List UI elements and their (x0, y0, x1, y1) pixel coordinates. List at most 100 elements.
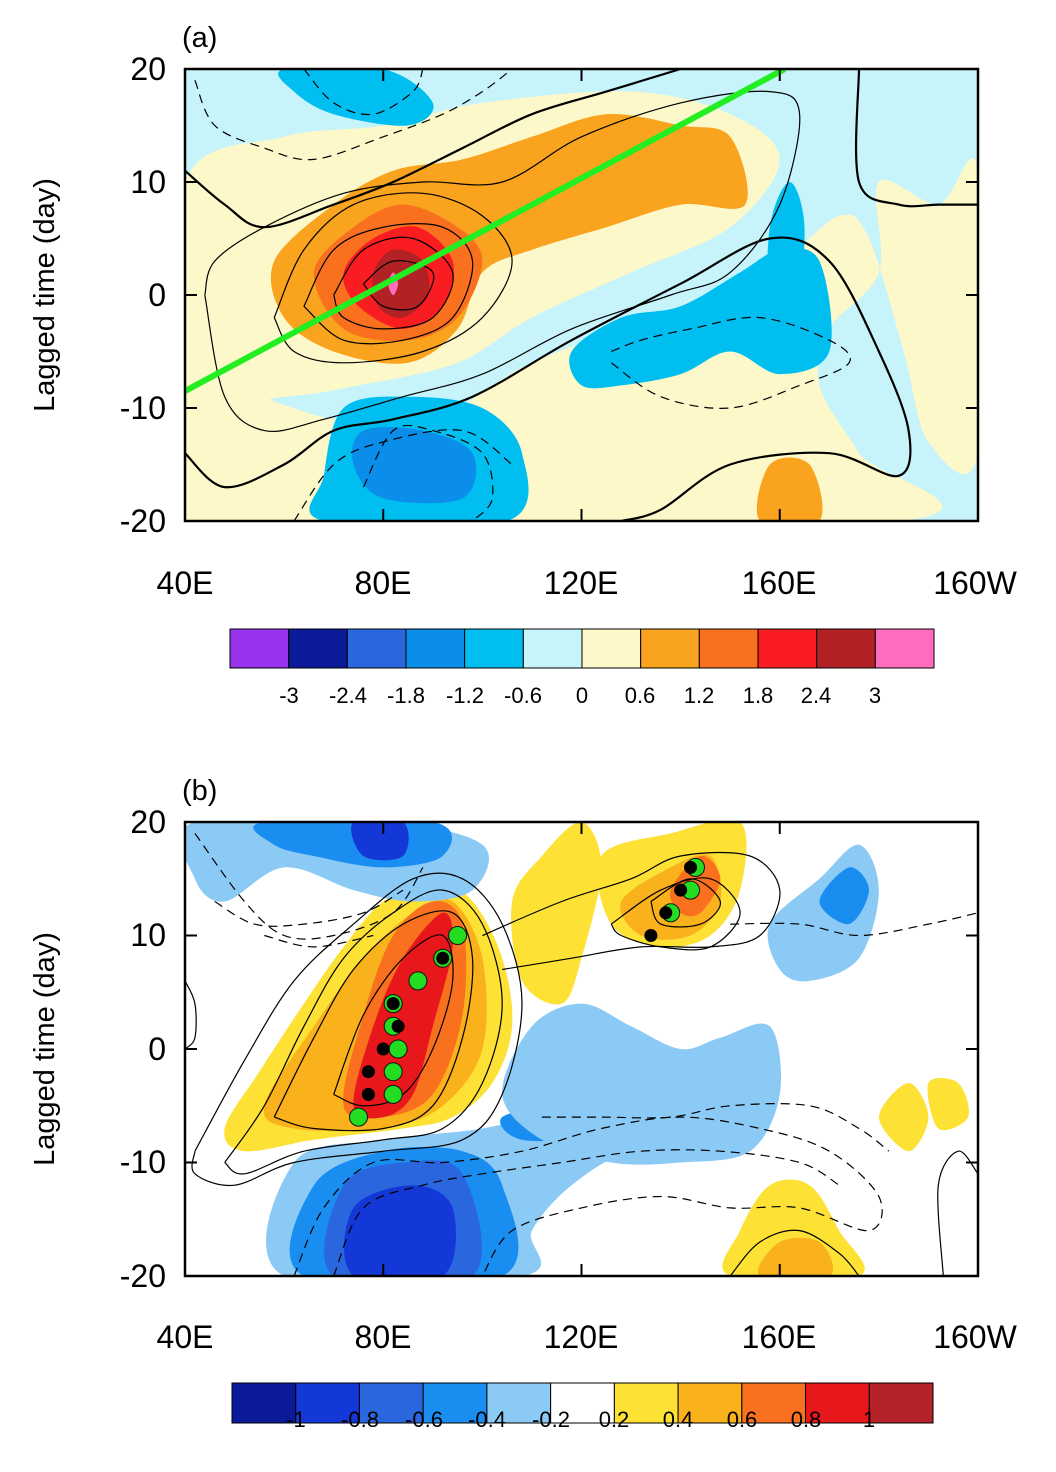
contour-line (729, 1229, 860, 1276)
contour-line (303, 223, 474, 345)
colorbar-swatch (868, 1382, 934, 1424)
colorbar-swatch (757, 628, 818, 669)
contour-line (194, 69, 513, 161)
shaded-region (927, 1078, 969, 1131)
green-marker (348, 1107, 368, 1127)
colorbar-label: -2.4 (329, 683, 367, 708)
colorbar-swatch (405, 628, 466, 669)
contour-line (610, 316, 851, 409)
colorbar-labels-b: -1 -0.8 -0.6 -0.4 -0.2 0.2 0.4 0.6 0.8 1 (286, 1407, 875, 1432)
colorbar-swatch (288, 628, 348, 669)
x-tick-label: 120E (544, 1319, 619, 1355)
y-tick-label: 0 (148, 277, 166, 313)
y-tick-label: 20 (130, 804, 166, 840)
contour-line (303, 69, 424, 116)
colorbar-label: -1.2 (446, 683, 484, 708)
colorbar-label: -0.8 (341, 1407, 379, 1432)
contour-line (333, 236, 454, 330)
contour-line (730, 912, 978, 937)
colorbar-swatch (522, 628, 583, 669)
colorbar-b (231, 1382, 934, 1424)
x-tick-label: 40E (157, 565, 214, 601)
green-marker (388, 1039, 408, 1059)
colorbar-swatch (805, 1382, 870, 1424)
y-tick-label: 10 (130, 164, 166, 200)
contour-line (293, 1116, 883, 1276)
y-tick-label: -20 (120, 1258, 166, 1294)
contour-line (362, 424, 494, 521)
colorbar-label: -0.4 (468, 1407, 506, 1432)
colorbar-label: -0.2 (532, 1407, 570, 1432)
contour-line (333, 1149, 840, 1276)
colorbar-swatch (640, 628, 700, 669)
colorbar-a (229, 628, 935, 669)
contour-line (273, 192, 513, 364)
colorbar-label: 3 (869, 683, 881, 708)
colorbar-swatch (346, 628, 407, 669)
shaded-region (819, 867, 869, 925)
markers-b (348, 857, 705, 1127)
contour-line (224, 889, 503, 1175)
colorbar-swatch (550, 1382, 615, 1424)
x-tick-labels-a: 40E 80E 120E 160E 160W (157, 565, 1018, 601)
shaded-regions-a (185, 69, 978, 521)
x-tick-label: 80E (355, 1319, 412, 1355)
colorbar-label: 2.4 (801, 683, 832, 708)
regression-line (185, 69, 787, 394)
panel-label-a: (a) (182, 22, 217, 54)
contour-line (333, 934, 454, 1107)
black-marker (674, 883, 688, 897)
panel-a: (a) Lagged time (day) 40E 80E 120E 160E … (29, 22, 1018, 708)
contour-line (650, 878, 721, 928)
black-marker (361, 1087, 375, 1101)
shaded-region (351, 822, 409, 861)
colorbar-label: 0.6 (625, 683, 656, 708)
colorbar-swatch (581, 628, 642, 669)
black-marker (644, 929, 658, 942)
plot-area-b (185, 822, 978, 1276)
y-axis-title-b: Lagged time (day) (29, 932, 61, 1166)
contour-line (482, 851, 781, 971)
axis-ticks-b (184, 821, 979, 1277)
black-marker (391, 1019, 405, 1033)
y-tick-label: 20 (130, 51, 166, 87)
shaded-region (344, 1185, 456, 1276)
shaded-regions-b (185, 822, 969, 1276)
contour-line (185, 69, 681, 229)
contour-line (264, 934, 374, 948)
contour-line (937, 1150, 978, 1276)
contour-line (610, 877, 741, 951)
x-tick-label: 160E (742, 565, 817, 601)
y-tick-labels-a: 20 10 0 -10 -20 (120, 51, 166, 539)
contour-line (541, 1103, 890, 1152)
panel-b: (b) Lagged time (day) 40E 80E 120E 160E … (29, 775, 1018, 1432)
colorbar-swatch (816, 628, 876, 669)
shaded-region (878, 1083, 929, 1152)
axis-ticks-a (184, 68, 979, 522)
colorbar-swatch (874, 628, 935, 669)
colorbar-swatch (741, 1382, 807, 1424)
contour-lines-b (185, 833, 978, 1276)
colorbar-label: 1 (863, 1407, 875, 1432)
colorbar-swatch (295, 1382, 360, 1424)
contour-line (204, 90, 801, 433)
shaded-region (352, 427, 477, 504)
colorbar-swatch (698, 628, 759, 669)
black-marker (659, 906, 673, 920)
shaded-region (756, 457, 823, 521)
shaded-region (722, 1179, 865, 1276)
contour-line (854, 69, 978, 208)
y-tick-label: -10 (120, 390, 166, 426)
y-tick-labels-b: 20 10 0 -10 -20 (120, 804, 166, 1294)
colorbar-label: 0.2 (599, 1407, 630, 1432)
y-tick-label: 0 (148, 1031, 166, 1067)
shaded-region (502, 1003, 782, 1165)
black-marker (376, 1042, 390, 1056)
shaded-region (569, 248, 832, 389)
panel-label-b: (b) (182, 775, 217, 807)
colorbar-label: -1 (286, 1407, 306, 1432)
colorbar-swatch (464, 628, 524, 669)
x-tick-label: 80E (355, 565, 412, 601)
colorbar-label: 1.8 (743, 683, 774, 708)
colorbar-swatch (358, 1382, 424, 1424)
